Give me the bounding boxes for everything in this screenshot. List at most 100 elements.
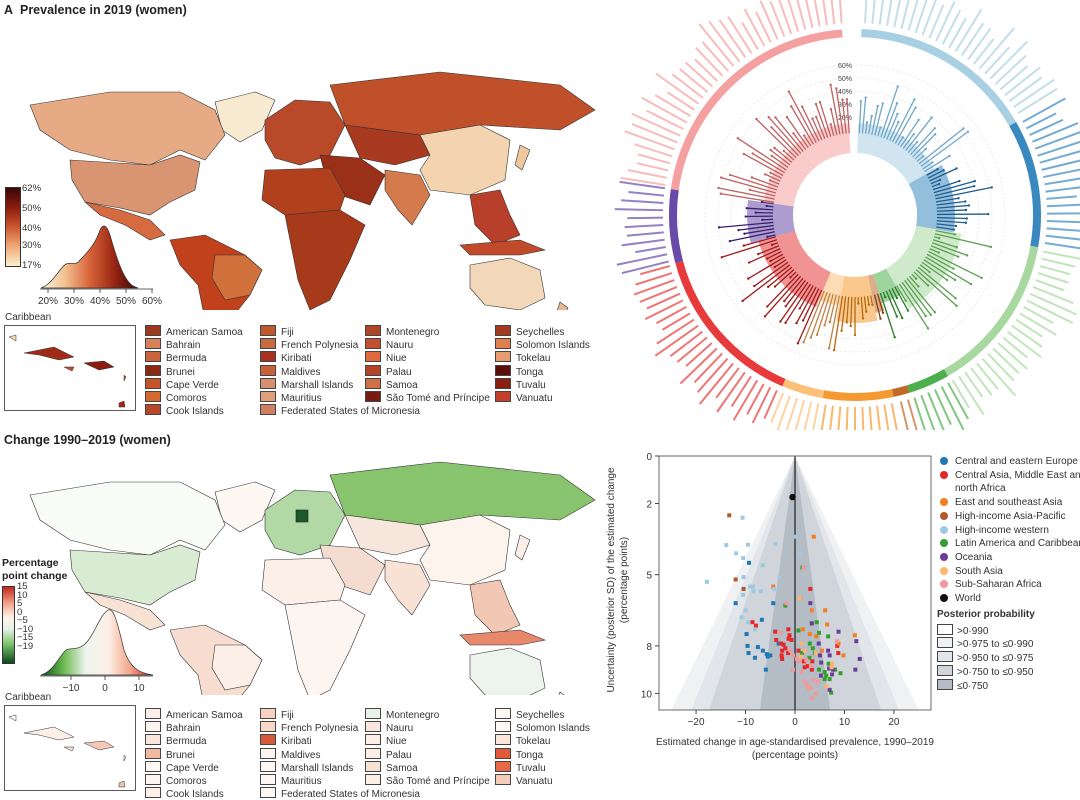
region-outer-ring (782, 379, 824, 398)
data-point (780, 657, 784, 661)
country-region-southasia[interactable] (385, 560, 430, 615)
country-region-europe[interactable] (265, 100, 345, 165)
country-region-seasia[interactable] (470, 580, 520, 635)
country-region-russia[interactable] (330, 462, 595, 525)
data-point (799, 655, 803, 659)
legend-swatch (365, 734, 381, 745)
legend-item: Samoa (365, 378, 418, 390)
legend-swatch (937, 651, 953, 662)
data-point (810, 608, 814, 612)
country-label-mark (760, 0, 779, 39)
data-point (837, 630, 841, 634)
data-point (791, 653, 795, 657)
legend-label: Tonga (516, 367, 543, 378)
country-region-ssafrica[interactable] (285, 210, 365, 310)
legend-dot (940, 512, 948, 520)
country-label-mark (861, 407, 865, 430)
legend-item: Maldives (260, 365, 320, 377)
country-region-indonesia[interactable] (460, 240, 545, 255)
country-label-mark (1047, 212, 1080, 214)
circular-bar-chart: 20%30%40%50%60% (600, 0, 1080, 430)
legend-swatch (145, 748, 161, 759)
legend-label: Bahrain (166, 723, 200, 734)
y-axis-tick: 10 (641, 689, 653, 700)
legend-item: Bahrain (145, 721, 200, 733)
country-region-ssafrica[interactable] (285, 600, 365, 695)
caribbean-inset-label-b: Caribbean (5, 692, 51, 703)
x-axis-tick: 0 (792, 717, 798, 728)
data-point (751, 589, 755, 593)
country-label-mark (744, 9, 765, 47)
country-region-australia[interactable] (470, 648, 545, 695)
legend-item: Cape Verde (145, 761, 219, 773)
legend-item: Brunei (145, 365, 195, 377)
country-label-mark (879, 0, 886, 25)
legend-swatch (937, 679, 953, 690)
country-label-mark (973, 38, 994, 64)
data-point (741, 593, 745, 597)
legend-dot (940, 594, 948, 602)
legend-label: Comoros (166, 776, 207, 787)
country-label-mark (1002, 337, 1028, 359)
legend-item: Brunei (145, 748, 195, 760)
legend-item: Marshall Islands (260, 761, 353, 773)
legend-dot (940, 471, 948, 479)
country-region-seasia[interactable] (470, 190, 520, 245)
legend-item: Niue (365, 734, 407, 746)
data-point (809, 664, 813, 668)
country-label-mark (791, 400, 805, 430)
legend-swatch (145, 787, 161, 798)
country-region-china[interactable] (420, 515, 510, 585)
legend-item: Nauru (365, 338, 413, 350)
legend-item: Cook Islands (145, 787, 224, 799)
data-point (810, 696, 814, 700)
data-point (780, 653, 784, 657)
y-axis-tick: 8 (646, 642, 652, 653)
country-region-canada[interactable] (30, 92, 225, 165)
country-region-nz[interactable] (556, 692, 568, 695)
country-label-mark (621, 199, 663, 204)
legend-swatch (145, 351, 161, 362)
country-region-indonesia[interactable] (460, 630, 545, 645)
legend-swatch (495, 325, 511, 336)
x-axis-tick: −10 (737, 717, 754, 728)
legend-item: High-income western (940, 524, 1080, 538)
country-label-mark (634, 279, 675, 295)
data-point (789, 649, 793, 653)
country-label-mark (1046, 227, 1080, 232)
legend-label: Cook Islands (166, 789, 224, 800)
country-region-europe[interactable] (265, 490, 345, 555)
legend-swatch (365, 338, 381, 349)
legend-item: Seychelles (495, 708, 564, 720)
country-region-china[interactable] (420, 125, 510, 195)
country-region-japan[interactable] (515, 535, 530, 560)
country-region-southasia[interactable] (385, 170, 430, 225)
country-region-canada[interactable] (30, 482, 225, 555)
legend-label: Samoa (386, 763, 418, 774)
data-point (819, 674, 823, 678)
country-label-mark (694, 59, 718, 82)
legend-label: >0·990 (957, 626, 988, 637)
data-point (759, 589, 763, 593)
country-label-mark (1026, 113, 1057, 130)
legend-item: Federated States of Micronesia (260, 404, 420, 416)
country-region-nz[interactable] (556, 302, 568, 310)
data-point (774, 638, 778, 642)
country-region-japan[interactable] (515, 145, 530, 170)
country-label-mark (656, 306, 687, 324)
country-region-australia[interactable] (470, 258, 545, 310)
country-label-mark (628, 191, 664, 197)
country-region-nafrica[interactable] (262, 168, 345, 215)
country-region-nafrica[interactable] (262, 558, 345, 605)
country-label-mark (819, 0, 828, 25)
country-region-central-europe[interactable] (296, 510, 308, 522)
change-colorbar-title: Percentage point change (2, 557, 72, 583)
density-axis-tick: 10 (133, 683, 145, 694)
legend-dot (940, 498, 948, 506)
legend-swatch (145, 404, 161, 415)
country-region-russia[interactable] (330, 72, 595, 135)
data-point (782, 643, 786, 647)
caribbean-inset-label: Caribbean (5, 312, 51, 323)
x-axis-tick: 20 (888, 717, 900, 728)
